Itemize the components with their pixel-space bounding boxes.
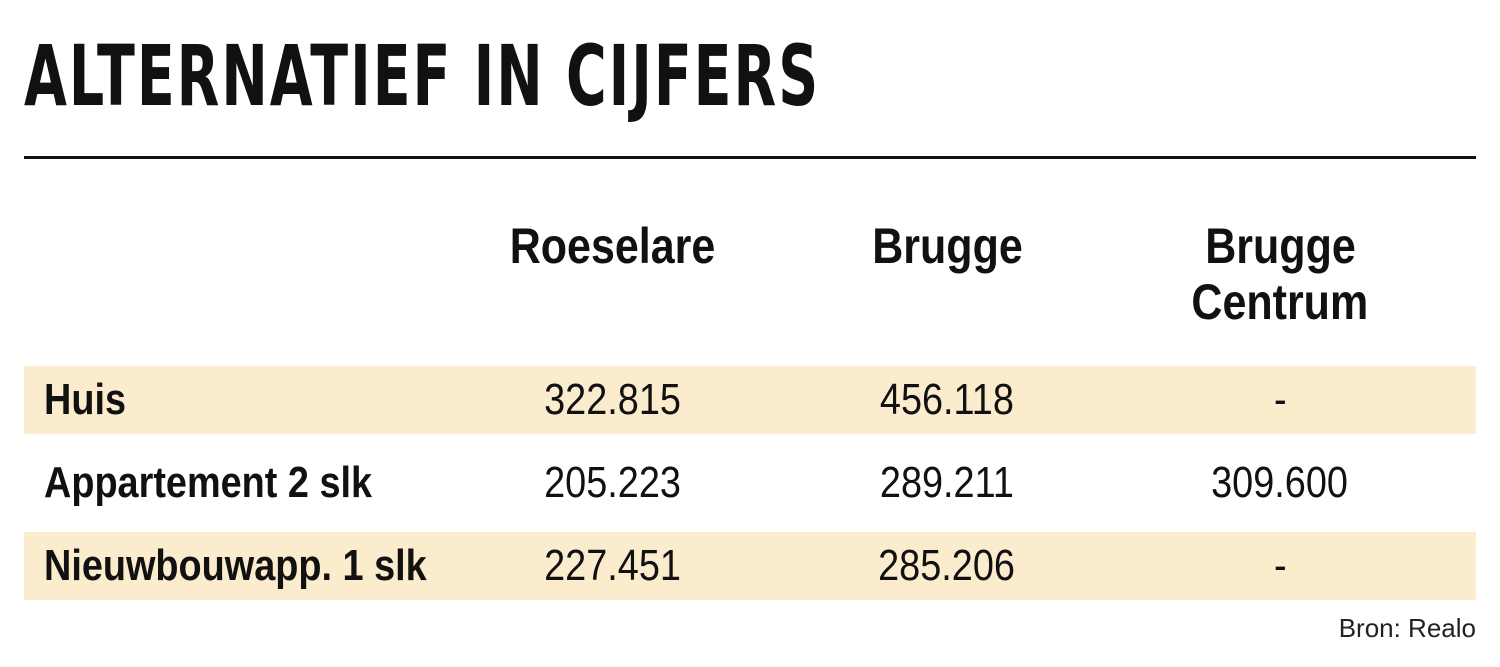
row-label-appartement: Appartement 2 slk [44,458,373,507]
source-note: Bron: Realo [1338,613,1476,643]
table-cell: 285.206 [878,541,1016,590]
table-cell: 289.211 [879,458,1014,507]
table-cell: - [1273,375,1287,424]
table-cell: - [1273,541,1287,590]
table-cell: 227.451 [544,541,682,590]
title-divider [24,156,1476,159]
table-cell: 205.223 [544,458,682,507]
row-highlight-nieuwbouw [24,532,1476,600]
table-cell: 309.600 [1211,458,1349,507]
table-cell: 322.815 [544,375,682,424]
row-highlight-huis [24,366,1476,434]
row-label-huis: Huis [44,375,127,424]
table-cell: 456.118 [879,375,1014,424]
column-header-brugge: Brugge [871,218,1023,274]
column-header-roeselare: Roeselare [510,218,716,274]
column-header-brugge-centrum: Brugge Centrum [1191,218,1369,330]
row-label-nieuwbouwapp: Nieuwbouwapp. 1 slk [44,541,427,590]
chart-title: ALTERNATIEF IN CIJFERS [24,27,821,125]
